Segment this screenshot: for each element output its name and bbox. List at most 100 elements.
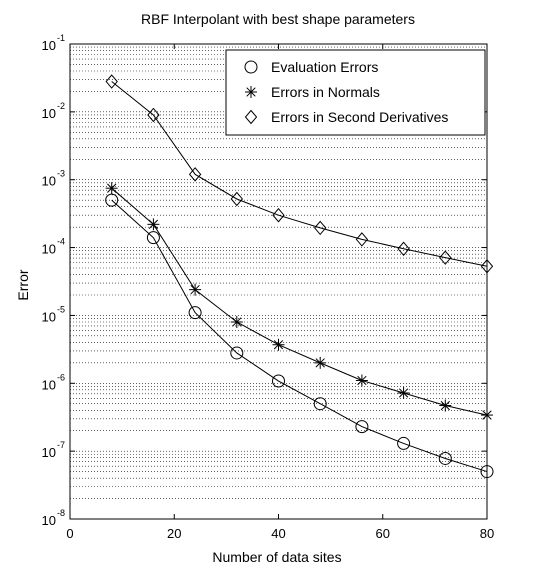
asterisk-marker (355, 374, 368, 387)
legend-label: Errors in Second Derivatives (271, 109, 448, 125)
legend-label: Evaluation Errors (271, 59, 378, 75)
asterisk-marker (105, 182, 118, 195)
data-point (397, 436, 411, 450)
asterisk-marker (314, 356, 327, 369)
asterisk-stroke (246, 87, 256, 97)
diamond-marker (244, 109, 258, 125)
diamond-marker (105, 74, 118, 89)
diamond-marker (314, 220, 327, 236)
diamond-marker (188, 167, 202, 182)
asterisk-marker (147, 218, 160, 231)
data-point (147, 107, 160, 123)
circle-marker (230, 346, 244, 360)
y-tick-label: 10 (42, 445, 56, 460)
x-tick-label: 40 (271, 526, 285, 541)
data-point (105, 182, 118, 195)
data-point (230, 346, 244, 360)
y-tick-exponent: -2 (57, 101, 65, 111)
data-point (230, 191, 243, 207)
y-tick-exponent: -3 (57, 169, 65, 179)
data-point (314, 220, 327, 236)
asterisk-marker (272, 338, 285, 351)
circle-marker (438, 451, 452, 465)
y-tick-label: 10 (42, 377, 56, 392)
circle-marker (188, 306, 202, 320)
y-tick-exponent: -7 (57, 440, 65, 450)
legend-entry: Errors in Normals (245, 84, 380, 100)
y-tick-exponent: -6 (57, 372, 65, 382)
asterisk-marker (230, 316, 243, 329)
legend-entry: Evaluation Errors (244, 59, 378, 75)
asterisk-stroke (148, 219, 159, 229)
circle-marker (244, 60, 258, 74)
y-tick-label: 10 (42, 309, 56, 324)
x-tick-label: 80 (480, 526, 494, 541)
y-tick-exponent: -4 (57, 237, 65, 247)
series-line (111, 187, 488, 416)
data-point (397, 386, 410, 399)
data-point (230, 316, 243, 329)
data-point (188, 306, 202, 320)
data-point (313, 397, 327, 411)
asterisk-marker (189, 283, 202, 296)
y-tick-exponent: -8 (57, 508, 65, 518)
data-point (355, 232, 369, 247)
asterisk-marker (397, 386, 410, 399)
series-3 (105, 74, 494, 274)
diamond-marker (355, 232, 369, 247)
series-2 (105, 182, 493, 422)
asterisk-stroke (190, 284, 200, 295)
data-point (439, 399, 452, 412)
diamond-marker (272, 207, 285, 223)
circle-marker (355, 420, 369, 434)
y-tick-exponent: -5 (57, 304, 65, 314)
asterisk-stroke (273, 340, 284, 350)
y-tick-exponent: -1 (57, 33, 65, 43)
data-point (105, 74, 118, 89)
diamond-marker (147, 107, 160, 123)
data-point (314, 356, 327, 369)
y-tick-label: 10 (42, 38, 56, 53)
series-line (111, 199, 488, 473)
asterisk-marker (439, 399, 452, 412)
circle-marker (397, 436, 411, 450)
asterisk-stroke (232, 317, 242, 327)
asterisk-stroke (440, 400, 450, 411)
data-point (146, 231, 160, 245)
asterisk-stroke (398, 388, 409, 398)
data-point (272, 338, 285, 351)
diamond-marker (397, 241, 410, 257)
diamond-marker (230, 191, 243, 207)
x-tick-label: 60 (376, 526, 390, 541)
legend-entry: Errors in Second Derivatives (244, 109, 448, 125)
data-point (189, 283, 202, 296)
chart-title: RBF Interpolant with best shape paramete… (141, 11, 415, 27)
data-point (355, 420, 369, 434)
data-point (397, 241, 410, 257)
asterisk-stroke (107, 183, 117, 193)
asterisk-stroke (357, 375, 367, 386)
series-line (111, 81, 488, 267)
grid (70, 46, 487, 520)
data-point (272, 374, 285, 388)
y-tick-label: 10 (42, 174, 56, 189)
asterisk-stroke (315, 358, 325, 368)
y-tick-label: 10 (42, 106, 56, 121)
circle-marker (272, 374, 285, 388)
data-point (147, 218, 160, 231)
y-tick-label: 10 (42, 242, 56, 257)
x-tick-label: 20 (167, 526, 181, 541)
y-axis-label: Error (15, 269, 31, 300)
y-tick-label: 10 (42, 513, 56, 528)
data-point (188, 167, 202, 182)
legend: Evaluation Errors Errors in Normals Errors… (225, 49, 486, 136)
x-tick-label: 0 (66, 526, 73, 541)
data-point (438, 451, 452, 465)
data-point (355, 374, 368, 387)
data-point (439, 250, 452, 265)
asterisk-marker (245, 86, 257, 98)
x-axis-label: Number of data sites (212, 549, 341, 565)
